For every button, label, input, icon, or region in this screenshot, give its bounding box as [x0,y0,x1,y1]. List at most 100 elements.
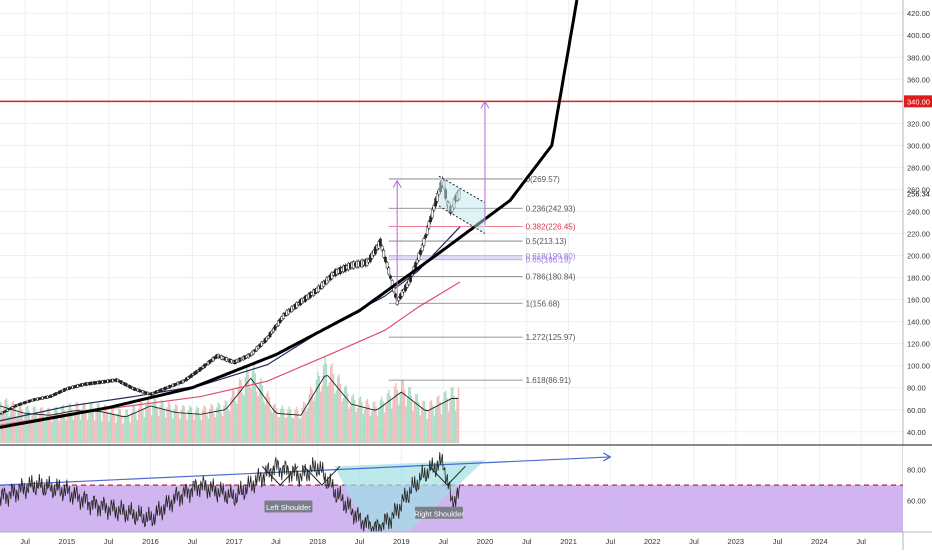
volume-bar [227,408,229,443]
fib-level-label: 0.382(226.45) [526,222,576,231]
volume-bar [199,415,201,443]
volume-bar [236,403,238,443]
volume-bar [55,406,57,443]
volume-bar [335,390,337,443]
volume-bar [398,404,400,443]
volume-bar [176,405,178,443]
volume-bar [216,407,218,443]
volume-bar [111,406,113,443]
volume-bar [273,404,275,443]
volume-bar [423,401,426,443]
volume-bar [338,374,340,443]
volume-bar [174,404,177,443]
fib-level-label: 0.236(242.93) [526,204,576,213]
volume-bar [230,397,232,443]
volume-bar [149,406,151,443]
volume-bar [268,397,271,443]
volume-bar [54,407,56,443]
volume-bar [388,389,390,443]
volume-bar [294,409,296,443]
candle-body [54,392,58,396]
volume-bar [170,411,173,443]
rsi-annotation-label: Left Shoulder [266,503,311,512]
volume-bar [233,390,235,443]
volume-bar [58,421,60,443]
rsi-line [0,452,461,533]
volume-bar [383,412,386,443]
volume-bar [234,400,237,443]
time-tick-label: 2021 [560,537,577,546]
volume-bar [319,391,322,443]
volume-bar [288,406,291,443]
volume-bar [169,403,171,443]
volume-bar [204,407,207,443]
volume-bar [369,415,372,443]
volume-bar [160,399,163,443]
volume-bar [328,382,330,443]
fib-level-label: 0.618(199.80) [526,252,576,261]
volume-bar [200,419,202,443]
volume-bar [406,397,409,443]
candle-body [277,320,280,326]
volume-bar [95,409,97,443]
volume-bar [257,396,259,443]
volume-bar [346,393,349,443]
volume-bar [422,400,424,443]
time-tick-label: Jul [20,537,30,546]
price-tick-label: 300.00 [907,141,930,150]
volume-bar [352,393,355,443]
volume-bar [321,385,323,443]
parabolic-curve [0,0,579,429]
volume-bar [282,408,285,443]
fib-level-label: 1.618(86.91) [526,376,572,385]
time-tick-label: Jul [355,537,365,546]
volume-bar [292,417,295,443]
volume-bar [403,389,406,443]
candle-body [384,256,387,263]
volume-bar [108,421,110,443]
volume-bar [275,408,278,443]
volume-bar [142,409,144,443]
volume-bar [251,370,254,443]
volume-bar [132,405,134,443]
time-tick-label: 2020 [477,537,494,546]
volume-bar [4,399,6,443]
volume-bar [425,408,427,443]
volume-bar [187,410,190,443]
volume-bar [75,402,77,443]
volume-bar [247,369,249,443]
volume-bar [184,413,187,443]
volume-bar [327,385,329,443]
volume-bar [452,386,454,443]
rsi-pane: Left Shoulder Right Shoulder 60.00 80.00 [0,446,932,533]
volume-bar [307,407,309,443]
falling-channel-fill [438,176,485,234]
volume-bar [450,387,453,443]
volume-bar [260,378,262,443]
volume-bar [341,401,343,443]
volume-bar [410,396,413,443]
volume-bar [314,396,316,443]
volume-bar [265,393,268,443]
rsi-shoulder-mark [261,465,299,486]
volume-bar [214,417,217,443]
time-tick-label: Jul [438,537,448,546]
volume-bar [402,379,404,443]
volume-bar [372,402,374,443]
volume-bar [159,405,161,443]
volume-bar [179,419,181,443]
volume-bar [379,399,382,443]
volume-bar [133,405,136,443]
volume-bar [445,390,447,443]
volume-bar [429,401,431,443]
volume-bar [274,403,276,443]
volume-bar [126,409,129,443]
volume-bar [76,402,79,443]
volume-bar [119,409,121,443]
volume-bar [258,382,261,443]
volume-bar [457,387,460,443]
volume-bar [345,385,347,443]
volume-bar [344,386,346,443]
time-tick-label: Jul [104,537,114,546]
volume-bar [371,410,373,443]
